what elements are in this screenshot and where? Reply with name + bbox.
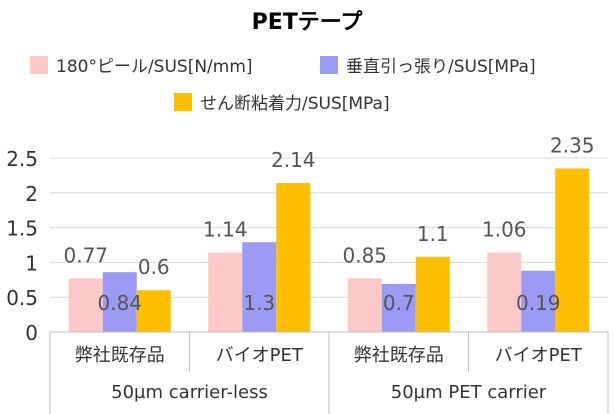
bar-1-3 (521, 270, 556, 332)
data-label-1-1: 1.3 (243, 291, 275, 315)
plot-area (68, 168, 590, 332)
data-label-1-3: 0.19 (516, 291, 561, 315)
legend-label-1: 垂直引っ張り/SUS[MPa] (346, 57, 536, 77)
data-label-0-2: 0.85 (342, 243, 387, 267)
y-tick-label: 1.5 (6, 217, 38, 241)
bar-1-2 (381, 283, 416, 332)
data-label-2-0: 0.6 (138, 255, 170, 279)
data-label-0-1: 1.14 (203, 218, 248, 242)
x-axis: 弊社既存品 バイオPET 弊社既存品 バイオPET 50µm carrier-less 5… (49, 331, 609, 414)
x-category-label: 弊社既存品 (354, 345, 444, 366)
data-label-0-0: 0.77 (63, 243, 108, 267)
data-label-2-3: 2.35 (550, 133, 595, 157)
x-group-label: 50µm carrier-less (111, 382, 268, 403)
bar-2-3 (555, 168, 590, 332)
bar-0-0 (68, 278, 103, 332)
legend-swatch-1 (320, 56, 338, 74)
data-label-1-2: 0.7 (383, 291, 415, 315)
bar-1-1 (242, 242, 277, 332)
data-label-0-3: 1.06 (482, 218, 527, 242)
bar-2-1 (276, 183, 311, 332)
x-group-label: 50µm PET carrier (391, 382, 547, 403)
x-category-label: 弊社既存品 (75, 345, 165, 366)
bar-0-1 (208, 252, 243, 332)
bar-2-0 (136, 290, 171, 332)
data-labels: 0.77 1.14 0.85 1.06 0.84 1.3 0.7 0.19 0.6 2.14 1.1… (63, 133, 594, 315)
y-tick-label: 1 (25, 251, 38, 275)
data-label-2-2: 1.1 (417, 222, 449, 246)
data-label-2-1: 2.14 (271, 148, 316, 172)
bar-2-2 (415, 256, 450, 332)
data-label-1-0: 0.84 (97, 291, 142, 315)
legend: 180°ピール/SUS[N/mm] 垂直引っ張り/SUS[MPa] せん断粘着力/S… (30, 56, 536, 114)
y-tick-label: 2 (25, 182, 38, 206)
y-tick-label: 2.5 (6, 147, 38, 171)
y-axis: 0 0.5 1 1.5 2 2.5 (6, 147, 38, 345)
bar-0-3 (487, 252, 522, 332)
y-tick-label: 0.5 (6, 286, 38, 310)
legend-label-0: 180°ピール/SUS[N/mm] (56, 57, 253, 77)
legend-swatch-0 (30, 56, 48, 74)
legend-swatch-2 (174, 93, 192, 111)
bar-0-2 (347, 278, 382, 332)
legend-label-2: せん断粘着力/SUS[MPa] (200, 94, 390, 114)
y-tick-label: 0 (25, 321, 38, 345)
chart-title: PETテープ (252, 10, 364, 35)
x-category-label: バイオPET (216, 345, 304, 366)
x-category-label: バイオPET (495, 345, 583, 366)
bar-1-0 (102, 272, 137, 332)
